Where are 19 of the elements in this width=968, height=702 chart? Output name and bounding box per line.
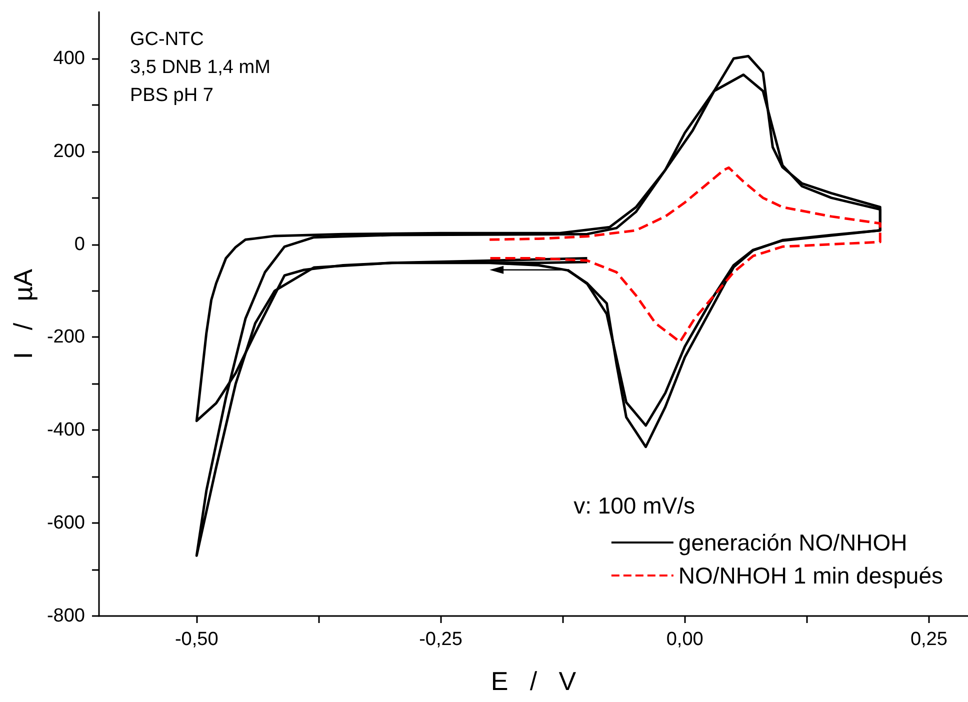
- x-tick-label: 0,00: [666, 629, 704, 650]
- x-tick-label: -0,50: [174, 629, 218, 650]
- y-tick-label: -800: [46, 606, 85, 626]
- y-tick-label: 0: [74, 234, 85, 255]
- legend-title: v: 100 mV/s: [574, 492, 695, 518]
- legend-label: NO/NHOH 1 min después: [678, 562, 944, 588]
- annotation: PBS pH 7: [130, 85, 214, 106]
- annotation: 3,5 DNB 1,4 mM: [130, 57, 270, 78]
- y-tick-label: -400: [46, 420, 85, 441]
- annotation: GC-NTC: [130, 29, 204, 50]
- y-tick-label: 400: [53, 48, 85, 69]
- x-axis-title: E / V: [490, 666, 577, 696]
- legend-label: generación NO/NHOH: [678, 530, 908, 556]
- y-tick-label: 200: [53, 140, 85, 162]
- x-tick-label: -0,25: [419, 629, 462, 650]
- y-tick-label: -200: [46, 326, 85, 348]
- y-axis-title: I / µA: [8, 268, 38, 360]
- x-tick-label: 0,25: [910, 629, 948, 650]
- y-tick-label: -600: [46, 512, 85, 534]
